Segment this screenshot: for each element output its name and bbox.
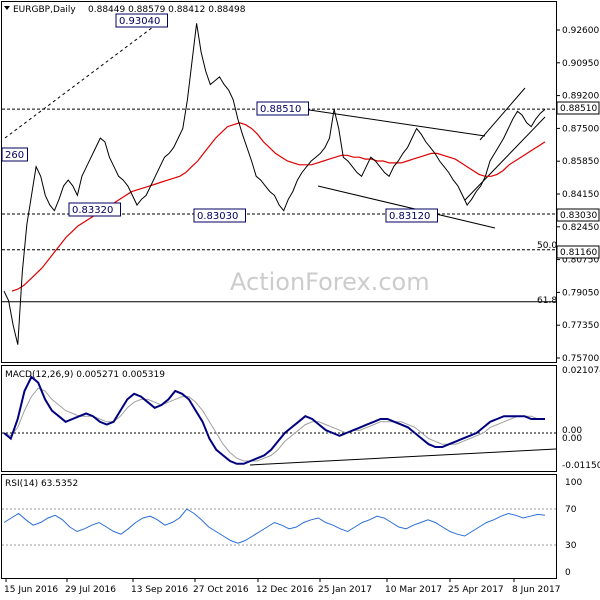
price-tag: 0.88510 [556, 101, 600, 115]
price-ytick-label: 0.77350 [562, 321, 599, 331]
chart-header: EURGBP,Daily 0.88449 0.88579 0.88412 0.8… [4, 5, 246, 15]
annotation-box [115, 13, 168, 28]
price-tag-label: 0.81160 [560, 248, 597, 258]
macd-ytick-label: 0.00 [562, 434, 582, 444]
price-ytick-label: 0.85850 [562, 157, 599, 167]
annotation-text: 0.88510 [260, 104, 301, 115]
watermark: ActionForex.com [230, 268, 430, 296]
price-ytick-label: 0.90950 [562, 59, 599, 69]
rsi-header: RSI(14) 63.5352 [5, 479, 78, 489]
rising-channel-upper [479, 87, 526, 141]
macd-ytick-label: -0.011507 [562, 461, 600, 471]
price-ytick-label: 0.87500 [562, 124, 599, 134]
price-tag-box [556, 245, 600, 259]
price-tag-box [556, 208, 600, 222]
macd-header: MACD(12,26,9) 0.005271 0.005319 [5, 370, 165, 380]
macd-trendline [249, 448, 557, 466]
rsi-layer [2, 508, 556, 546]
xtick-label: 25 Apr 2017 [448, 585, 504, 595]
chart-title: EURGBP,Daily [13, 5, 76, 15]
xtick-label: 15 Jun 2016 [4, 585, 58, 595]
annotation-box [68, 202, 121, 217]
price-layer: 0.93040 0.88510 0.83320 0.83030 0.83120 260 [1, 13, 556, 345]
annotation-box [385, 208, 438, 223]
xtick-label: 29 Jul 2016 [65, 585, 116, 595]
rsi-ytick-label: 0 [565, 568, 571, 578]
annotation-box [256, 101, 309, 116]
price-ytick-label: 0.79050 [562, 288, 599, 298]
ohlc-values: 0.88449 0.88579 0.88412 0.88498 [88, 5, 246, 15]
price-tag: 0.81160 [556, 245, 600, 259]
xtick-label: 25 Jan 2017 [318, 585, 372, 595]
rsi-ytick-label: 70 [565, 505, 577, 515]
annotation-label: 0.83030 [193, 208, 246, 223]
fib-label: 61.8 [537, 296, 557, 306]
price-ytick-label: 0.92600 [562, 26, 599, 36]
price-ytick-label: 0.80750 [562, 256, 599, 266]
annotation-text: 0.83120 [389, 211, 430, 222]
price-ytick-label: 0.84150 [562, 190, 599, 200]
xtick-label: 13 Sep 2016 [131, 585, 188, 595]
rising-channel-lower [464, 116, 546, 201]
xtick-label: 12 Dec 2016 [256, 585, 314, 595]
xtick-label: 27 Oct 2016 [193, 585, 249, 595]
xtick-label: 8 Jun 2017 [512, 585, 560, 595]
rsi-panel-frame [1, 474, 557, 579]
rsi-ytick-label: 30 [565, 541, 577, 551]
annotation-text: 0.93040 [119, 16, 160, 27]
rsi-ytick-label: 100 [565, 478, 582, 488]
price-ytick-label: 0.89200 [562, 92, 599, 102]
macd-ytick-label: 0.021074 [562, 366, 600, 376]
annotation-box [1, 147, 28, 162]
annotation-label: 0.83320 [68, 202, 121, 217]
rsi-line [3, 508, 546, 544]
macd-layer [2, 375, 557, 466]
header-arrow-icon [4, 6, 10, 10]
price-tag: 0.83030 [556, 208, 600, 222]
price-tag-box [556, 101, 600, 115]
macd-ytick-label: 0.00 [562, 426, 582, 436]
annotation-label: 0.93040 [115, 13, 168, 28]
annotation-label: 0.83120 [385, 208, 438, 223]
price-ytick-label: 0.82450 [562, 223, 599, 233]
price-tag-label: 0.88510 [560, 104, 597, 114]
annotation-text: 260 [5, 150, 24, 161]
annotation-label: 260 [1, 147, 28, 162]
price-ytick-label: 0.75700 [562, 354, 599, 364]
macd-panel-frame [1, 365, 557, 472]
price-line [3, 23, 546, 345]
annotation-box [193, 208, 246, 223]
macd-line [3, 375, 545, 465]
fib-label: 50.0 [537, 241, 557, 251]
channel-lower-line [317, 185, 496, 229]
price-panel-frame [1, 1, 557, 363]
xtick-label: 10 Mar 2017 [385, 585, 442, 595]
axis-layer: 0.92600 0.90950 0.89200 0.87500 0.85850 0.841… [4, 26, 600, 595]
annotation-label: 0.88510 [256, 101, 309, 116]
annotation-text: 0.83320 [72, 205, 113, 216]
price-tag-label: 0.83030 [560, 211, 597, 221]
annotation-text: 0.83030 [197, 211, 238, 222]
